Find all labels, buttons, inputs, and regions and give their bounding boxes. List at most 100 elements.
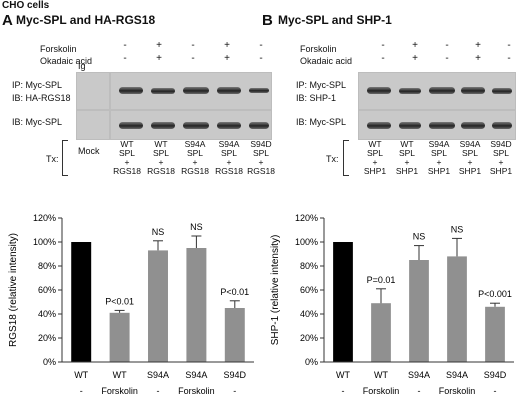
x-category-label: WT bbox=[113, 370, 127, 380]
tx-bracket bbox=[62, 140, 68, 176]
x-category-label: S94A bbox=[408, 370, 430, 380]
treatment-label: - bbox=[418, 386, 421, 396]
y-tick-label: 120% bbox=[33, 213, 56, 223]
treatment-label: - bbox=[342, 386, 345, 396]
chart-shp1: SHP-1 (relative intensity) 0% 20% 40% 60% 80%… bbox=[270, 213, 514, 396]
panel-b-ip-blot bbox=[358, 72, 516, 110]
tx-lane: WT SPL + RGS18 bbox=[147, 139, 175, 176]
blot-band bbox=[461, 122, 485, 129]
panel-b-forskolin-sign: - bbox=[507, 40, 511, 51]
y-tick-label: 80% bbox=[300, 261, 318, 271]
panel-a-forskolin-sign: + bbox=[156, 40, 162, 51]
panel-a-ib1-label: IB: HA-RGS18 bbox=[12, 93, 71, 103]
tx-lane: S94A SPL + SHP1 bbox=[427, 139, 451, 176]
y-tick-label: 100% bbox=[33, 237, 56, 247]
panel-a-ib-myc-blot bbox=[110, 110, 272, 140]
x-category-label: S94D bbox=[224, 370, 247, 380]
y-tick-label: 100% bbox=[295, 237, 318, 247]
tx-lane: S94D SPL + RGS18 bbox=[247, 139, 275, 176]
panel-a-okadaic-sign: - bbox=[259, 53, 263, 64]
tx-lane: S94D SPL + SHP1 bbox=[489, 139, 513, 176]
treatment-label: Forskolin bbox=[363, 386, 400, 396]
bar bbox=[371, 303, 391, 362]
panel-a-tx-label: Tx: bbox=[46, 154, 59, 164]
blot-band bbox=[367, 87, 391, 94]
y-axis-label: SHP-1 (relative intensity) bbox=[270, 235, 281, 346]
blot-band bbox=[183, 122, 209, 129]
significance-label: NS bbox=[413, 232, 426, 242]
panel-b-ib-myc-blot bbox=[358, 110, 516, 140]
blot-band bbox=[217, 87, 241, 94]
significance-label: P=0.01 bbox=[367, 275, 396, 285]
treatment-label: - bbox=[80, 386, 83, 396]
panel-b-okadaic-sign: - bbox=[507, 53, 511, 64]
bar bbox=[447, 256, 467, 362]
blot-band bbox=[461, 87, 485, 94]
panel-b-okadaic-sign: + bbox=[475, 53, 481, 64]
panel-a-ib2-label: IB: Myc-SPL bbox=[12, 117, 63, 127]
tx-lane: WT SPL + SHP1 bbox=[363, 139, 387, 176]
tx-bracket bbox=[343, 140, 349, 176]
treatment-label: Forskolin bbox=[101, 386, 138, 396]
blot-band bbox=[367, 122, 391, 129]
panel-b-tx-label: Tx: bbox=[326, 154, 339, 164]
x-category-label: WT bbox=[336, 370, 350, 380]
panel-b-forskolin-sign: - bbox=[381, 40, 385, 51]
x-category-label: S94A bbox=[147, 370, 169, 380]
blot-band bbox=[492, 122, 512, 129]
panel-b-ib1-label: IB: SHP-1 bbox=[296, 93, 337, 103]
blot-band bbox=[217, 122, 241, 129]
blot-band bbox=[492, 88, 512, 94]
significance-label: NS bbox=[152, 227, 165, 237]
blot-band bbox=[399, 122, 421, 129]
panel-b-ib2-label: IB: Myc-SPL bbox=[296, 117, 347, 127]
y-tick-label: 120% bbox=[295, 213, 318, 223]
x-category-label: WT bbox=[374, 370, 388, 380]
panel-b-okadaic-sign: - bbox=[445, 53, 449, 64]
panel-b-forskolin-sign: + bbox=[412, 40, 418, 51]
panel-a-title: Myc-SPL and HA-RGS18 bbox=[16, 13, 156, 27]
y-tick-label: 80% bbox=[38, 261, 56, 271]
treatment-label: - bbox=[494, 386, 497, 396]
blot-band bbox=[429, 87, 455, 94]
significance-label: NS bbox=[451, 224, 464, 234]
panel-b-okadaic-label: Okadaic acid bbox=[300, 56, 353, 66]
panel-a-forskolin-sign: - bbox=[123, 40, 127, 51]
bar bbox=[224, 308, 245, 362]
blot-band bbox=[151, 122, 175, 129]
bar bbox=[71, 242, 92, 362]
panel-b-ip-label: IP: Myc-SPL bbox=[296, 80, 347, 90]
x-category-label: S94A bbox=[185, 370, 207, 380]
panel-a-forskolin-sign: - bbox=[259, 40, 263, 51]
blot-band bbox=[151, 88, 175, 94]
significance-label: NS bbox=[190, 222, 203, 232]
cell-type-label: CHO cells bbox=[2, 0, 50, 11]
panel-a-ip-label: IP: Myc-SPL bbox=[12, 80, 63, 90]
blot-band bbox=[399, 88, 421, 94]
y-tick-label: 20% bbox=[38, 333, 56, 343]
bar bbox=[333, 242, 353, 362]
panel-a-okadaic-sign: + bbox=[156, 53, 162, 64]
y-tick-label: 60% bbox=[300, 285, 318, 295]
blot-band bbox=[429, 122, 455, 129]
treatment-label: Forskolin bbox=[178, 386, 215, 396]
bar bbox=[148, 250, 168, 362]
bar bbox=[186, 248, 207, 362]
y-axis-label: RGS18 (relative intensity) bbox=[8, 233, 19, 347]
panel-a-okadaic-sign: - bbox=[191, 53, 195, 64]
x-category-label: WT bbox=[74, 370, 88, 380]
panel-a-okadaic-sign: - bbox=[123, 53, 127, 64]
bar bbox=[485, 306, 505, 362]
panel-b-forskolin-sign: + bbox=[475, 40, 481, 51]
y-tick-label: 20% bbox=[300, 333, 318, 343]
bar bbox=[409, 260, 429, 362]
panel-b-forskolin-label: Forskolin bbox=[300, 44, 337, 54]
blot-band bbox=[249, 88, 269, 93]
tx-lane: WT SPL + SHP1 bbox=[395, 139, 419, 176]
panel-a-ig-lane-blot bbox=[76, 72, 110, 110]
treatment-label: - bbox=[157, 386, 160, 396]
significance-label: P<0.01 bbox=[105, 296, 134, 306]
blot-band bbox=[119, 87, 143, 94]
panel-a-okadaic-sign: + bbox=[224, 53, 230, 64]
chart-rgs18: RGS18 (relative intensity) 0% 20% 40% 60% 80%… bbox=[8, 213, 254, 396]
